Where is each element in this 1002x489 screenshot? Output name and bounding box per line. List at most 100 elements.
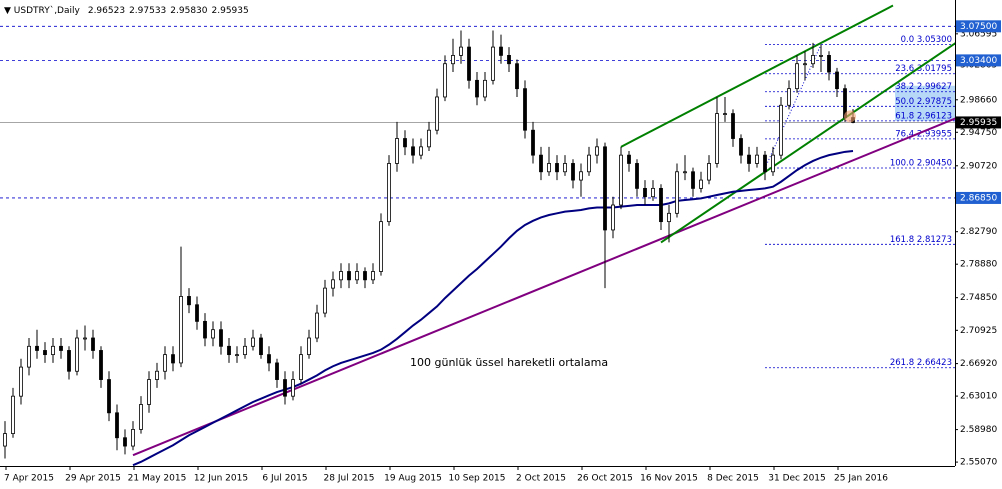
candle-body — [539, 154, 543, 173]
candle-body — [739, 138, 743, 156]
y-tick-label: 2.98660 — [960, 95, 997, 105]
candle-body — [555, 163, 559, 173]
x-tick-label: 10 Sep 2015 — [448, 474, 505, 484]
plot-area: 0.0 3.05300 23.6 3.01795 38.2 2.99627 50.0 … — [0, 4, 955, 466]
candle-body — [579, 171, 583, 181]
candle-body — [67, 350, 71, 372]
candle-body — [787, 88, 791, 106]
candle-body — [131, 429, 135, 447]
candle-body — [699, 179, 703, 189]
candle-body — [531, 129, 535, 156]
candle-body — [19, 366, 23, 397]
x-tick-label: 8 Dec 2015 — [707, 474, 759, 484]
level-label: 2.86850 — [960, 193, 997, 203]
level-label-box — [956, 54, 1001, 67]
candle-body — [179, 296, 183, 364]
x-tick-label: 21 May 2015 — [128, 474, 187, 484]
price-label-box — [956, 116, 1001, 129]
candle-body — [755, 154, 759, 164]
y-tick-label: 2.55070 — [960, 458, 997, 468]
candle-body — [443, 63, 447, 98]
fib-label: 161.8 2.81273 — [890, 235, 952, 245]
candle-body — [811, 55, 815, 65]
candle-body — [171, 354, 175, 364]
fib-label: 38.2 2.99627 — [895, 82, 952, 92]
fib-label: 0.0 3.05300 — [901, 35, 952, 45]
x-tick-label: 29 Apr 2015 — [65, 474, 121, 484]
candle-body — [779, 104, 783, 156]
level-label: 3.03400 — [960, 56, 997, 66]
candle-body — [715, 113, 719, 164]
candle-body — [515, 63, 519, 90]
y-tick-label: 3.06595 — [960, 29, 997, 39]
candle-body — [459, 46, 463, 56]
candle-body — [3, 433, 7, 447]
candle-body — [651, 187, 655, 198]
candle-body — [307, 337, 311, 356]
candle-body — [403, 138, 407, 148]
candle-body — [323, 287, 327, 314]
candle-body — [707, 163, 711, 181]
candle-body — [731, 113, 735, 139]
candle-body — [427, 129, 431, 148]
candle-body — [491, 46, 495, 81]
candle-body — [195, 304, 199, 322]
candle-body — [123, 437, 127, 447]
candle-body — [43, 350, 47, 356]
candle-body — [523, 88, 527, 131]
x-tick-label: 25 Jan 2016 — [834, 474, 888, 484]
candle-body — [827, 55, 831, 73]
level-label: 3.07500 — [960, 22, 997, 32]
candle-body — [835, 71, 839, 90]
candle-body — [795, 63, 799, 90]
candle-body — [267, 354, 271, 364]
x-tick-label: 19 Aug 2015 — [384, 474, 442, 484]
candle-body — [283, 379, 287, 397]
candle-body — [371, 271, 375, 281]
candle-body — [547, 163, 551, 173]
x-tick-label: 12 Jun 2015 — [194, 474, 248, 484]
candle-body — [27, 345, 31, 368]
candle-body — [435, 96, 439, 131]
candle-body — [627, 154, 631, 164]
candle-body — [387, 163, 391, 223]
candle-body — [587, 154, 591, 173]
candle-body — [83, 337, 87, 340]
high-label: 2.97533 — [129, 6, 166, 16]
candle-body — [691, 171, 695, 189]
candle-body — [355, 271, 359, 281]
candle-body — [107, 379, 111, 414]
y-tick-label: 2.74850 — [960, 293, 997, 303]
trend-line — [660, 42, 955, 244]
candle-body — [331, 279, 335, 289]
candle-body — [11, 395, 15, 434]
level-label-box — [956, 191, 1001, 204]
fib-label: 100.0 2.90450 — [890, 159, 952, 169]
candle-body — [635, 163, 639, 189]
open-label: 2.96523 — [88, 6, 125, 16]
candle-body — [723, 113, 727, 115]
candle-body — [395, 138, 399, 164]
candle-body — [59, 345, 63, 351]
close-label: 2.95935 — [212, 6, 249, 16]
y-tick-label: 2.63010 — [960, 392, 997, 402]
candle-body — [139, 404, 143, 430]
y-tick-label: 2.58980 — [960, 425, 997, 435]
annotation: 100 günlük üssel hareketli ortalama — [410, 356, 608, 369]
y-tick-label: 2.78880 — [960, 260, 997, 270]
level-label-box — [956, 20, 1001, 33]
candle-body — [259, 337, 263, 356]
candle-body — [563, 163, 567, 173]
candle-body — [571, 163, 575, 181]
candle-body — [803, 63, 807, 66]
fib-label: 76.4 2.93955 — [895, 129, 952, 139]
highlight-marker — [844, 110, 856, 123]
candle-body — [91, 337, 95, 351]
candle-body — [251, 337, 255, 347]
candle-body — [35, 345, 39, 351]
candle-body — [211, 329, 215, 339]
candle-body — [747, 154, 751, 164]
